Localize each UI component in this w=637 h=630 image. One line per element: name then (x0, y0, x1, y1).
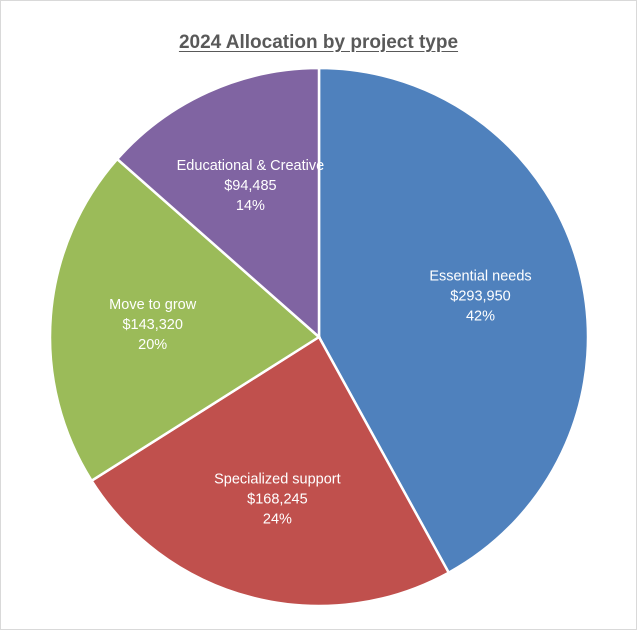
chart-title: 2024 Allocation by project type (178, 32, 459, 53)
slice-amount: $143,320 (122, 317, 182, 333)
slice-amount: $94,485 (224, 178, 276, 194)
slice-percent: 42% (466, 309, 495, 325)
pie-slice (48, 157, 322, 483)
slice-amount: $293,950 (450, 289, 510, 305)
slice-label: Educational & Creative (177, 158, 325, 174)
slice-data-label: Essential needs $293,950 42% (429, 269, 531, 325)
slice-label: Move to grow (109, 297, 197, 313)
slice-percent: 24% (263, 512, 292, 528)
slice-label: Essential needs (429, 269, 531, 285)
pie-slice (115, 66, 321, 340)
slice-data-label: Educational & Creative $94,485 14% (177, 158, 325, 214)
pie-slice (89, 335, 451, 608)
slice-percent: 20% (138, 337, 167, 353)
pie-slice (317, 66, 590, 575)
slice-label: Specialized support (214, 472, 341, 488)
slice-data-label: Move to grow $143,320 20% (109, 297, 197, 353)
slice-amount: $168,245 (247, 492, 307, 508)
slice-percent: 14% (236, 198, 265, 214)
slice-data-label: Specialized support $168,245 24% (214, 472, 341, 528)
